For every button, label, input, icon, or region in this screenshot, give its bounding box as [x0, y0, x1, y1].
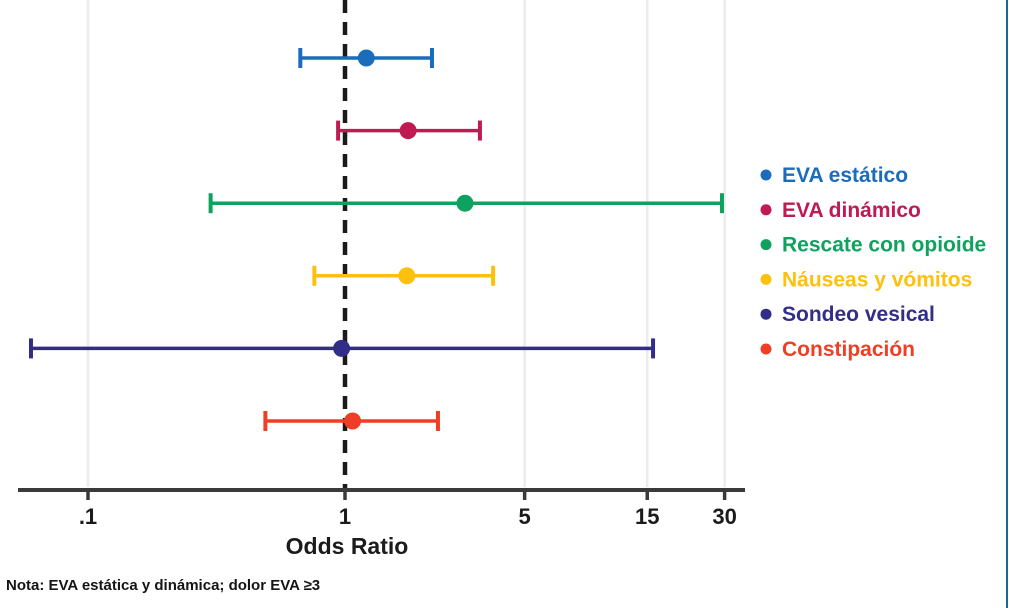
figure-right-border — [1006, 0, 1008, 608]
series-nauseas-y-vomitos — [312, 265, 496, 286]
series-constipacion — [263, 411, 440, 431]
legend-marker-eva-dinamico — [760, 204, 772, 216]
series-sondeo-vesical — [28, 338, 656, 359]
series-rescate-con-opioide — [208, 193, 724, 214]
point-estimate-rescate-con-opioide — [456, 194, 474, 212]
x-tick-label-1: 1 — [339, 504, 351, 529]
series-eva-estatico — [298, 48, 434, 68]
legend-label-rescate-con-opioide: Rescate con opioide — [782, 234, 986, 257]
x-tick-label-30: 30 — [712, 504, 736, 529]
x-tick-label-15: 15 — [635, 504, 659, 529]
legend-label-nauseas-y-vomitos: Náuseas y vómitos — [782, 268, 972, 291]
point-estimate-sondeo-vesical — [333, 339, 351, 357]
x-tick-label-5: 5 — [519, 504, 531, 529]
legend-marker-constipacion — [760, 343, 772, 355]
figure-note: Nota: EVA estática y dinámica; dolor EVA… — [6, 577, 321, 594]
point-estimate-eva-estatico — [357, 49, 375, 67]
series-eva-dinamico — [336, 120, 482, 141]
point-estimate-constipacion — [344, 412, 362, 430]
x-tick-label-.1: .1 — [79, 504, 97, 529]
legend-marker-rescate-con-opioide — [760, 239, 772, 251]
legend-marker-nauseas-y-vomitos — [760, 273, 772, 285]
legend-label-eva-dinamico: EVA dinámico — [782, 199, 921, 222]
legend-label-constipacion: Constipación — [782, 338, 915, 361]
point-estimate-nauseas-y-vomitos — [398, 267, 416, 285]
legend-label-sondeo-vesical: Sondeo vesical — [782, 303, 935, 326]
x-axis-title: Odds Ratio — [285, 533, 409, 559]
legend-marker-eva-estatico — [760, 169, 772, 181]
legend-label-eva-estatico: EVA estático — [782, 164, 908, 187]
legend-marker-sondeo-vesical — [760, 308, 772, 320]
point-estimate-eva-dinamico — [399, 122, 417, 140]
